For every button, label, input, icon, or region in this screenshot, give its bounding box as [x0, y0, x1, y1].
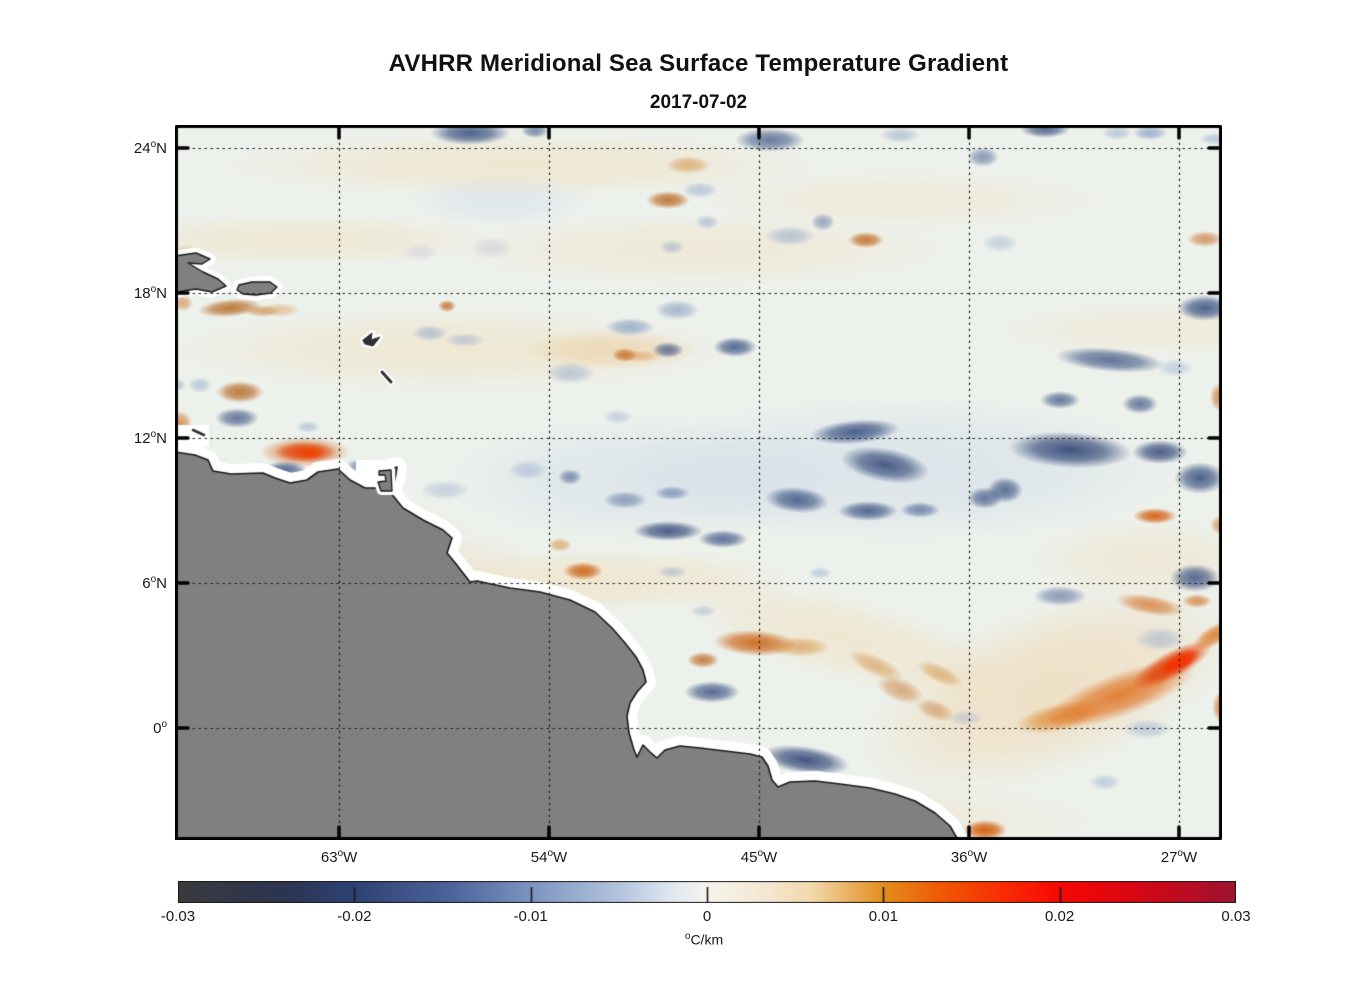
colorbar-tick-label: 0.01 — [868, 908, 898, 925]
y-tick-label: 18oN — [133, 284, 167, 303]
x-tick-label: 63oW — [320, 848, 358, 866]
colorbar-tick-label: -0.02 — [337, 908, 372, 925]
map-canvas — [175, 125, 1222, 840]
x-tick-label: 27oW — [1160, 848, 1198, 866]
y-tick-label: 6oN — [142, 574, 167, 593]
y-tick-label: 0o — [153, 719, 167, 738]
x-tick-label: 45oW — [740, 848, 778, 866]
colorbar-tick-label: 0.03 — [1221, 908, 1251, 925]
colorbar-tick-label: 0 — [702, 908, 712, 925]
colorbar-tick-label: -0.03 — [160, 908, 196, 925]
y-tick-label: 24oN — [133, 138, 167, 157]
colorbar-tick-label: 0.02 — [1045, 908, 1075, 925]
page-title: AVHRR Meridional Sea Surface Temperature… — [388, 50, 1009, 77]
colorbar-unit-label: oC/km — [684, 931, 724, 948]
y-tick-label: 12oN — [133, 429, 167, 448]
x-tick-label: 36oW — [950, 848, 988, 866]
date-subtitle: 2017-07-02 — [649, 92, 748, 113]
map-plot — [175, 125, 1222, 840]
colorbar-canvas — [178, 881, 1236, 903]
colorbar-tick-label: -0.01 — [513, 908, 548, 925]
x-tick-label: 54oW — [530, 848, 568, 866]
